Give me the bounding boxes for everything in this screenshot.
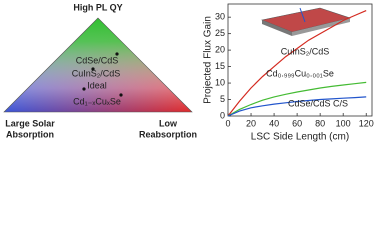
triangle-overlay bbox=[3, 17, 193, 113]
inset-illustration bbox=[260, 7, 352, 36]
x-tick-label: 20 bbox=[246, 118, 256, 128]
line bbox=[227, 96, 367, 117]
point-dot bbox=[82, 87, 86, 91]
x-tick-label: 120 bbox=[359, 118, 374, 128]
series-label: Cd₀.₉₉₉Cu₀.₀₀₁Se bbox=[266, 68, 334, 78]
left-label: Absorption bbox=[6, 129, 54, 139]
point-dot bbox=[115, 52, 119, 56]
y-tick-label: 15 bbox=[215, 61, 225, 71]
y-tick-label: 5 bbox=[220, 94, 225, 104]
point-label: Cd₁₋ₓCuₓSe bbox=[73, 96, 121, 106]
y-tick-label: 0 bbox=[220, 110, 225, 120]
x-tick-label: 0 bbox=[225, 118, 230, 128]
point-label: CuInS₂/CdS bbox=[72, 68, 121, 78]
point-label: CdSe/CdS bbox=[76, 55, 119, 65]
y-tick-label: 10 bbox=[215, 77, 225, 87]
series-label: CdSe/CdS C/S bbox=[288, 98, 348, 108]
x-tick-label: 60 bbox=[292, 118, 302, 128]
right-label: Low bbox=[159, 118, 178, 128]
plot-frame bbox=[227, 3, 373, 117]
x-tick-label: 100 bbox=[336, 118, 351, 128]
point-dot bbox=[91, 67, 95, 71]
y-tick-label: 20 bbox=[215, 44, 225, 54]
right-label: Reabsorption bbox=[139, 129, 197, 139]
y-tick-label: 25 bbox=[215, 28, 225, 38]
x-tick-label: 80 bbox=[315, 118, 325, 128]
series-label: CuInS₂/CdS bbox=[281, 46, 330, 56]
x-tick-label: 40 bbox=[269, 118, 279, 128]
y-tick-label: 30 bbox=[215, 12, 225, 22]
line bbox=[227, 81, 367, 117]
y-axis-label: Projected Flux Gain bbox=[203, 16, 214, 104]
line bbox=[227, 10, 367, 117]
figure: High PL QY Large Solar Absorption Low Re… bbox=[3, 2, 374, 143]
point-dot bbox=[119, 93, 123, 97]
point-label: Ideal bbox=[87, 80, 107, 90]
x-axis-label: LSC Side Length (cm) bbox=[251, 132, 349, 143]
top-label: High PL QY bbox=[73, 2, 122, 12]
left-label: Large Solar bbox=[5, 118, 55, 128]
